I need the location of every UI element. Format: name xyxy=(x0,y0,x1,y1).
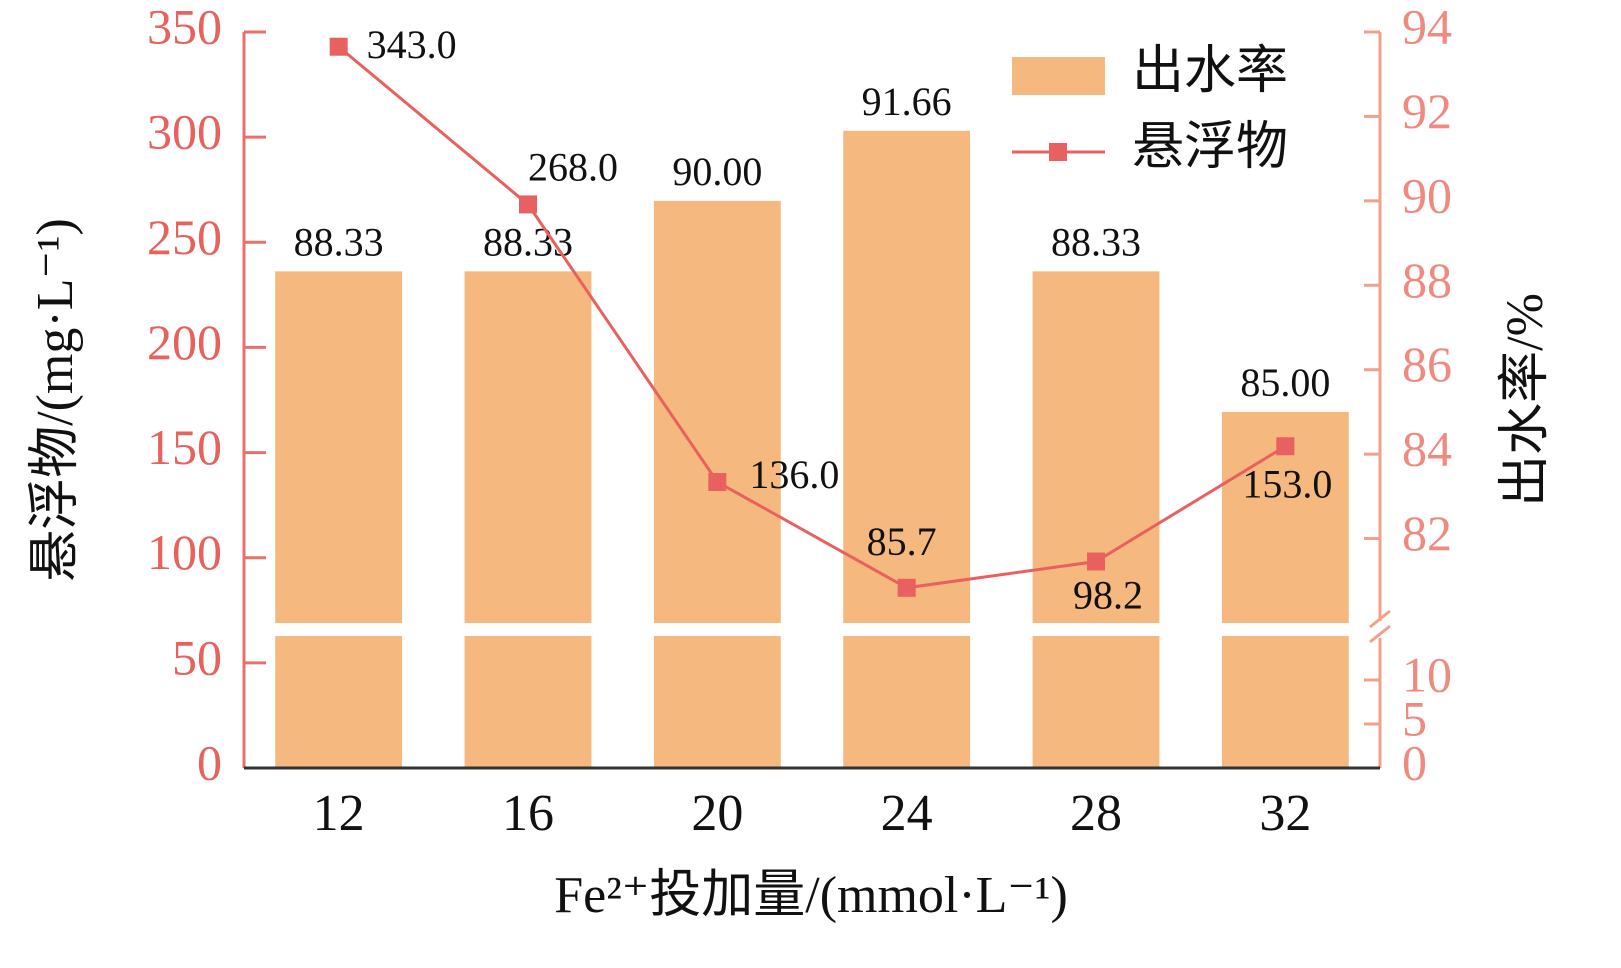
x-tick-label: 16 xyxy=(502,785,554,842)
y2-tick-label: 92 xyxy=(1402,83,1452,139)
bar-break-gap xyxy=(842,623,972,636)
x-tick-label: 12 xyxy=(313,785,365,842)
line-value-label: 98.2 xyxy=(1073,573,1143,618)
legend-label: 悬浮物 xyxy=(1132,119,1288,176)
bar xyxy=(1032,271,1160,768)
y2-tick-label: 82 xyxy=(1402,505,1452,561)
y2-tick-label: 0 xyxy=(1402,734,1427,790)
bar xyxy=(464,271,592,768)
y-tick-label: 100 xyxy=(147,524,222,580)
bar-value-label: 88.33 xyxy=(483,220,573,265)
line-value-label: 85.7 xyxy=(867,519,937,564)
y2-tick-label: 86 xyxy=(1402,336,1452,392)
x-tick-label: 28 xyxy=(1070,785,1122,842)
bar-value-label: 85.00 xyxy=(1240,360,1330,405)
legend-label: 出水率 xyxy=(1132,43,1288,100)
bar-break-gap xyxy=(652,623,782,636)
y-tick-label: 0 xyxy=(197,734,222,790)
line-marker xyxy=(519,195,537,214)
line-value-label: 268.0 xyxy=(528,145,618,190)
line-value-label: 343.0 xyxy=(367,22,457,67)
x-tick-label: 20 xyxy=(691,785,743,842)
line-marker xyxy=(897,578,916,597)
bar xyxy=(275,271,403,768)
legend-swatch xyxy=(1012,57,1105,95)
line-marker xyxy=(1276,437,1295,456)
y-tick-label: 50 xyxy=(172,629,222,685)
x-tick-label: 32 xyxy=(1259,785,1311,842)
y2-tick-label: 90 xyxy=(1402,167,1452,223)
y-tick-label: 250 xyxy=(147,209,222,265)
bar-value-label: 88.33 xyxy=(1051,220,1141,265)
x-axis-title: Fe²⁺投加量/(mmol·L⁻¹) xyxy=(554,867,1068,924)
axis-break xyxy=(1369,624,1391,644)
line xyxy=(337,45,1287,590)
y-tick-label: 300 xyxy=(147,104,222,160)
y-tick-label: 150 xyxy=(147,419,222,475)
line-marker xyxy=(1087,552,1105,571)
bar xyxy=(843,130,971,768)
bar-break-gap xyxy=(274,623,404,636)
y2-axis-title: 出水率/% xyxy=(1497,293,1554,507)
line-marker xyxy=(329,37,348,56)
y2-tick-label: 10 xyxy=(1402,646,1452,702)
bar-break-gap xyxy=(463,623,593,636)
x-tick-label: 24 xyxy=(881,785,933,842)
y-axis-title: 悬浮物/(mg·L⁻¹) xyxy=(27,218,84,582)
bar-value-label: 88.33 xyxy=(294,220,384,265)
line-value-label: 153.0 xyxy=(1242,461,1332,506)
bar-value-label: 91.66 xyxy=(862,79,952,124)
bar-value-label: 90.00 xyxy=(672,149,762,194)
line-value-label: 136.0 xyxy=(749,452,839,497)
y2-tick-label: 5 xyxy=(1402,690,1427,746)
line-marker xyxy=(708,473,727,492)
y2-tick-label: 88 xyxy=(1402,252,1452,308)
y2-tick-label: 94 xyxy=(1402,0,1452,54)
y2-tick-label: 84 xyxy=(1402,421,1452,477)
bar-break-gap xyxy=(1031,623,1161,636)
y-tick-label: 350 xyxy=(147,0,222,54)
legend-swatch xyxy=(1049,143,1067,161)
bar-break-gap xyxy=(1220,623,1350,636)
axis-break xyxy=(1369,609,1391,629)
y-tick-label: 200 xyxy=(147,314,222,370)
